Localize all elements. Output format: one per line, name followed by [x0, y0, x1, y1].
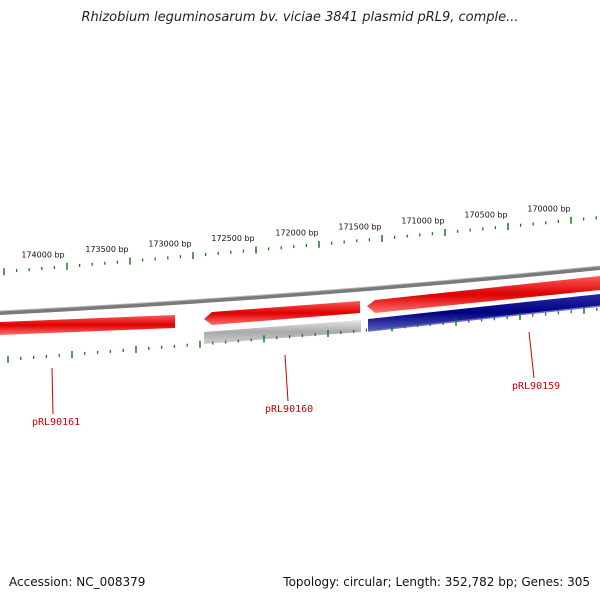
gene-pRL90159-reverse[interactable] — [368, 294, 600, 331]
leader-line-pRL90160 — [284, 354, 289, 402]
gene-pRL90161-forward[interactable] — [0, 315, 175, 335]
gene-pRL90160-reverse[interactable] — [204, 320, 361, 344]
gene-label-pRL90160[interactable]: pRL90160 — [265, 404, 313, 415]
plasmid-backbone-highlight — [0, 265, 600, 312]
gene-pRL90159-forward[interactable] — [367, 276, 600, 313]
scale-tick-label: 170500 bp — [464, 211, 507, 220]
gene-label-pRL90159[interactable]: pRL90159 — [512, 381, 560, 392]
scale-tick-label: 172000 bp — [275, 228, 318, 237]
scale-tick-label: 174000 bp — [21, 250, 64, 259]
scale-tick-labels: 174000 bp 173500 bp 173000 bp 172500 bp 1720… — [21, 205, 570, 260]
scale-tick-label: 172500 bp — [211, 234, 254, 243]
leader-line-pRL90159 — [528, 331, 535, 379]
scale-ticks-inner — [7, 307, 598, 363]
gene-pRL90160-forward[interactable] — [204, 301, 360, 325]
gene-pRL90159-reverse-edge — [367, 305, 600, 332]
scale-tick-label: 173500 bp — [85, 245, 128, 254]
scale-ticks-outer — [3, 216, 597, 276]
map-title: Rhizobium leguminosarum bv. viciae 3841 … — [81, 10, 519, 25]
scale-tick-label: 170000 bp — [527, 205, 570, 214]
scale-tick-label: 171500 bp — [338, 223, 381, 232]
plasmid-backbone — [0, 266, 600, 315]
topology-summary-text: Topology: circular; Length: 352,782 bp; … — [283, 575, 590, 589]
accession-text: Accession: NC_008379 — [9, 575, 146, 589]
scale-tick-label: 173000 bp — [148, 240, 191, 249]
leader-line-pRL90161 — [51, 367, 54, 415]
gene-label-pRL90161[interactable]: pRL90161 — [32, 417, 80, 428]
scale-tick-label: 171000 bp — [401, 217, 444, 226]
